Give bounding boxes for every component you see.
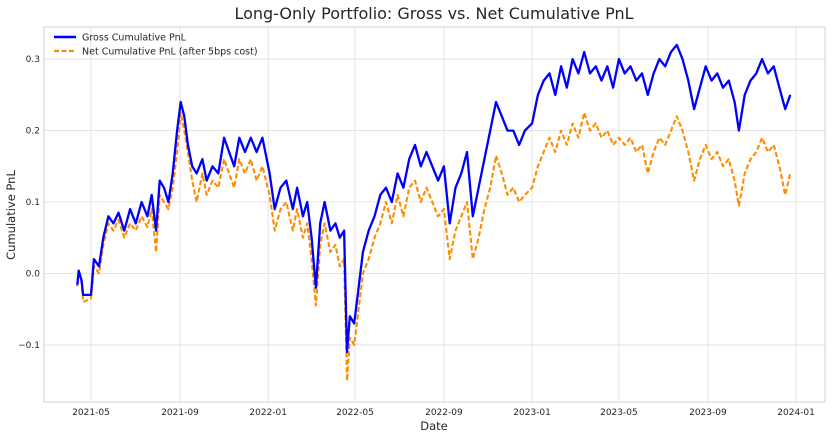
grid-lines	[44, 27, 825, 402]
x-tick-label: 2023-05	[600, 408, 638, 418]
series-line-net	[76, 111, 792, 382]
y-tick-label: 0.2	[26, 127, 40, 137]
x-tick-label: 2023-01	[513, 408, 551, 418]
y-axis-label: Cumulative PnL	[4, 170, 18, 260]
x-tick-label: 2021-05	[72, 408, 110, 418]
x-tick-label: 2022-09	[425, 408, 463, 418]
y-tick-labels: −0.1 0.0 0.1 0.2 0.3	[18, 55, 40, 351]
x-tick-label: 2023-09	[689, 408, 727, 418]
legend-label-net: Net Cumulative PnL (after 5bps cost)	[82, 47, 258, 58]
y-tick-label: 0.3	[26, 55, 40, 65]
plot-area	[43, 26, 826, 403]
x-tick-labels: 2021-05 2021-09 2022-01 2022-05 2022-09 2023-…	[72, 408, 815, 418]
x-axis-label: Date	[420, 419, 448, 433]
x-tick-label: 2022-01	[249, 408, 287, 418]
series-line-gross	[76, 43, 792, 354]
x-tick-label: 2022-05	[336, 408, 374, 418]
legend-label-gross: Gross Cumulative PnL	[82, 33, 187, 44]
y-tick-label: −0.1	[18, 341, 40, 351]
x-tick-label: 2021-09	[161, 408, 199, 418]
y-tick-label: 0.0	[26, 269, 41, 279]
y-tick-label: 0.1	[26, 198, 40, 208]
legend: Gross Cumulative PnL Net Cumulative PnL …	[54, 33, 258, 58]
chart-title: Long-Only Portfolio: Gross vs. Net Cumul…	[234, 4, 633, 23]
series-lines	[76, 43, 792, 382]
x-tick-label: 2024-01	[777, 408, 815, 418]
